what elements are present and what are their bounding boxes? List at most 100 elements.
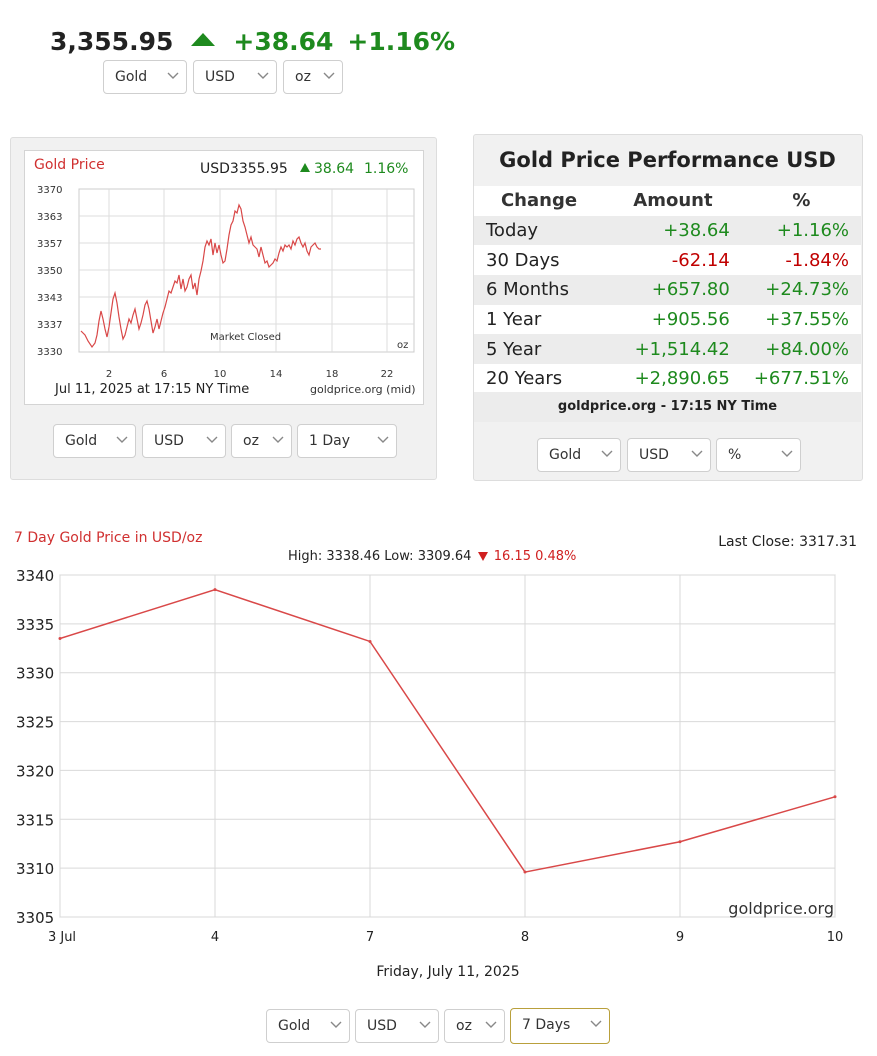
data-point xyxy=(58,637,62,641)
data-point xyxy=(368,639,372,643)
performance-header-row: Change Amount % xyxy=(474,186,861,216)
percent-cell: +24.73% xyxy=(741,275,861,305)
period-cell: 6 Months xyxy=(474,275,604,305)
perf-unit-select-value: % xyxy=(728,447,742,463)
chevron-down-icon xyxy=(272,436,284,443)
table-row: 1 Year +905.56 +37.55% xyxy=(474,304,861,335)
mini-change-label: 38.64 xyxy=(314,161,354,177)
current-price: 3,355.95 xyxy=(50,26,174,56)
chevron-down-icon xyxy=(323,72,335,79)
bottom-currency-select-value: USD xyxy=(367,1018,397,1034)
big-chart-x-ticks: 3 Jul 4 7 8 9 10 xyxy=(48,930,843,945)
x-tick-label: 9 xyxy=(676,930,684,945)
table-row: 20 Years +2,890.65 +677.51% xyxy=(474,364,861,394)
y-tick-label: 3335 xyxy=(16,616,54,634)
amount-cell: +905.56 xyxy=(604,304,742,335)
chevron-down-icon xyxy=(116,436,128,443)
x-tick-label: 7 xyxy=(366,930,374,945)
period-cell: 20 Years xyxy=(474,364,604,394)
chart-x-axis-label: Friday, July 11, 2025 xyxy=(376,964,519,980)
y-tick-label: 3315 xyxy=(16,811,54,829)
mini-x-tick: 22 xyxy=(381,369,394,380)
week-change: 16.15 xyxy=(493,549,531,564)
mini-unit-select[interactable]: oz xyxy=(231,424,292,458)
mini-unit-label: oz xyxy=(397,340,408,351)
chevron-down-icon xyxy=(257,72,269,79)
period-cell: Today xyxy=(474,215,604,246)
percent-cell: +84.00% xyxy=(741,334,861,365)
price-ticker: 3,355.95 +38.64 +1.16% xyxy=(50,24,455,58)
high-label: High: 3338.46 xyxy=(288,549,381,564)
period-cell: 1 Year xyxy=(474,304,604,335)
mini-price-line xyxy=(80,203,321,349)
bottom-range-select[interactable]: 7 Days xyxy=(510,1008,610,1044)
header-percent: % xyxy=(741,186,861,216)
mini-currency-select[interactable]: USD xyxy=(142,424,226,458)
data-point xyxy=(213,588,217,592)
bottom-currency-select[interactable]: USD xyxy=(355,1009,439,1043)
price-series-line xyxy=(59,588,836,873)
percent-cell: +1.16% xyxy=(741,215,861,246)
unit-select-value: oz xyxy=(295,69,311,85)
mini-x-tick: 2 xyxy=(106,369,112,380)
plot-area xyxy=(59,574,836,918)
y-tick-label: 3305 xyxy=(16,909,54,927)
perf-currency-select[interactable]: USD xyxy=(627,438,711,472)
mini-x-tick: 18 xyxy=(326,369,339,380)
mini-grid xyxy=(79,189,414,352)
data-point xyxy=(523,870,527,874)
big-chart-title: 7 Day Gold Price in USD/oz xyxy=(14,530,203,546)
x-tick-label: 4 xyxy=(211,930,219,945)
price-change: +38.64 xyxy=(233,26,334,56)
header-change: Change xyxy=(474,186,604,216)
currency-select[interactable]: USD xyxy=(193,60,277,94)
chevron-down-icon xyxy=(419,1021,431,1028)
metal-select[interactable]: Gold xyxy=(103,60,187,94)
amount-cell: -62.14 xyxy=(604,245,742,276)
perf-unit-select[interactable]: % xyxy=(716,438,801,472)
bottom-unit-select-value: oz xyxy=(456,1018,472,1034)
mini-price-label: USD3355.95 xyxy=(200,161,288,177)
bottom-metal-select-value: Gold xyxy=(278,1018,311,1034)
high-low-stats: High: 3338.46 Low: 3309.64 16.15 0.48% xyxy=(288,549,576,564)
percent-cell: +677.51% xyxy=(741,364,861,394)
mini-chart-svg: Gold Price USD3355.95 38.64 1.16% 3370 3… xyxy=(34,157,416,397)
perf-metal-select-value: Gold xyxy=(549,447,582,463)
mini-y-tick: 3370 xyxy=(37,185,62,196)
amount-cell: +1,514.42 xyxy=(604,334,742,365)
chevron-down-icon xyxy=(485,1021,497,1028)
mini-range-select-value: 1 Day xyxy=(309,433,351,449)
bottom-range-select-value: 7 Days xyxy=(522,1017,571,1033)
mini-y-tick: 3363 xyxy=(37,212,62,223)
performance-title: Gold Price Performance USD xyxy=(499,148,836,172)
unit-select[interactable]: oz xyxy=(283,60,343,94)
metal-select-value: Gold xyxy=(115,69,148,85)
market-status: Market Closed xyxy=(210,332,281,343)
mini-unit-select-value: oz xyxy=(243,433,259,449)
mini-range-select[interactable]: 1 Day xyxy=(297,424,397,458)
amount-cell: +657.80 xyxy=(604,275,742,305)
mini-y-tick: 3350 xyxy=(37,266,62,277)
data-point xyxy=(833,795,837,799)
percent-cell: +37.55% xyxy=(741,304,861,335)
table-row: Today +38.64 +1.16% xyxy=(474,215,861,246)
chevron-down-icon xyxy=(330,1021,342,1028)
big-chart-grid xyxy=(59,574,836,918)
chevron-down-icon xyxy=(590,1020,602,1027)
bottom-metal-select[interactable]: Gold xyxy=(266,1009,350,1043)
mini-chart: Gold Price USD3355.95 38.64 1.16% 3370 3… xyxy=(24,150,424,405)
bottom-unit-select[interactable]: oz xyxy=(444,1009,505,1043)
mini-metal-select[interactable]: Gold xyxy=(53,424,136,458)
perf-metal-select[interactable]: Gold xyxy=(537,438,621,472)
chart-watermark: goldprice.org xyxy=(728,899,834,918)
mini-x-tick: 10 xyxy=(214,369,227,380)
x-tick-label: 10 xyxy=(827,930,844,945)
mini-y-tick: 3337 xyxy=(37,320,62,331)
header-amount: Amount xyxy=(604,186,742,216)
x-tick-label: 8 xyxy=(521,930,529,945)
y-tick-label: 3340 xyxy=(16,567,54,585)
triangle-up-icon xyxy=(191,32,216,46)
data-point xyxy=(678,840,682,844)
low-label: Low: 3309.64 xyxy=(384,549,472,564)
y-tick-label: 3320 xyxy=(16,762,54,780)
